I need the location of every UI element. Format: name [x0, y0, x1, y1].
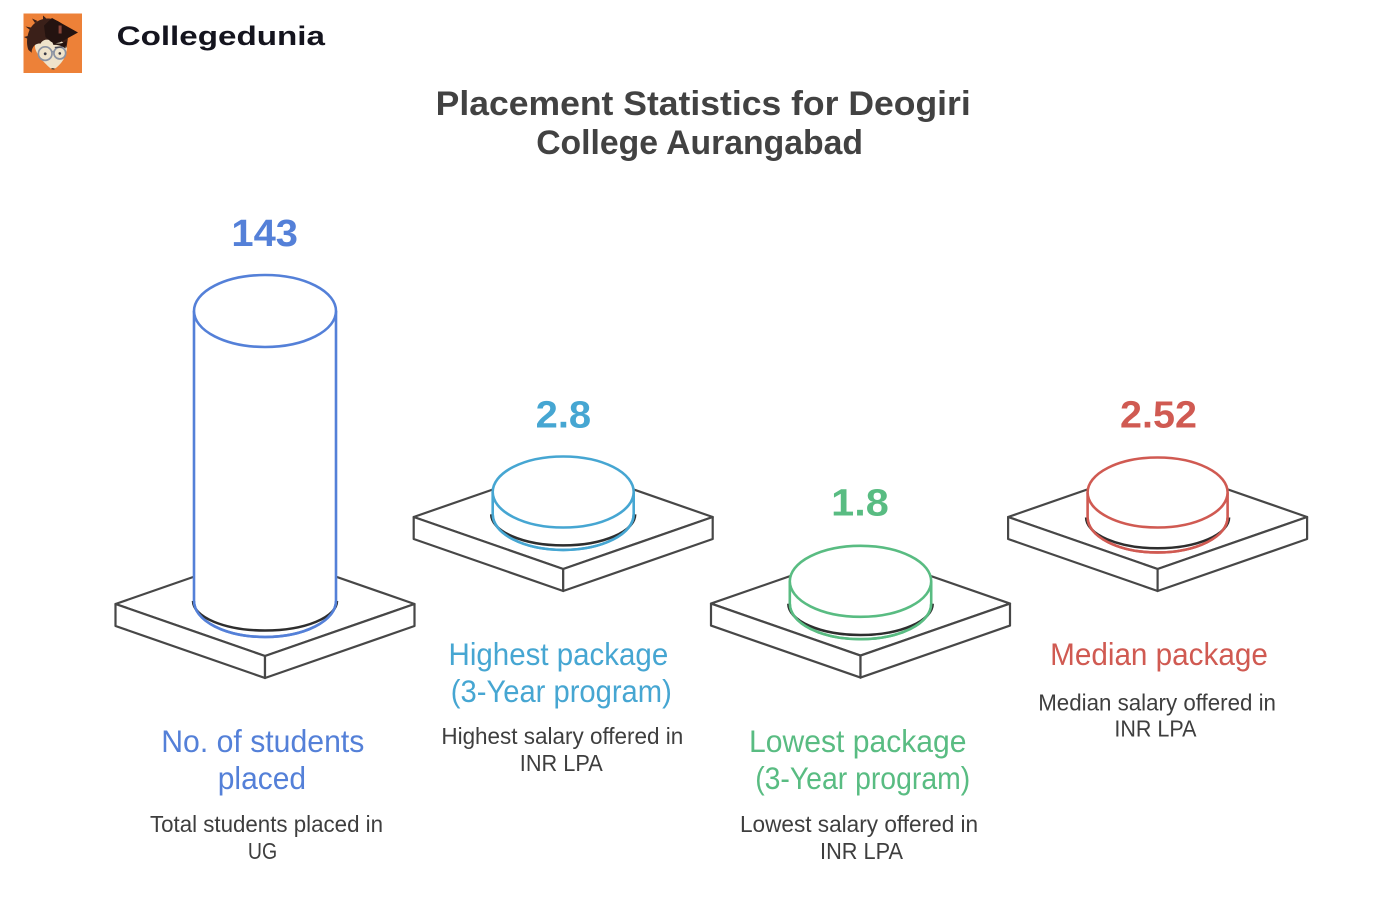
svg-text:Collegedunia: Collegedunia	[117, 21, 327, 51]
svg-text:Highest package: Highest package	[449, 636, 669, 672]
svg-text:Lowest package: Lowest package	[749, 723, 967, 759]
svg-text:INR LPA: INR LPA	[820, 838, 904, 864]
svg-text:1.8: 1.8	[831, 482, 889, 524]
svg-text:Median salary offered in: Median salary offered in	[1038, 690, 1276, 716]
svg-text:placed: placed	[218, 760, 306, 796]
svg-text:College Aurangabad: College Aurangabad	[536, 124, 863, 162]
svg-text:Median package: Median package	[1050, 636, 1268, 672]
svg-text:Placement Statistics for Deogi: Placement Statistics for Deogiri	[436, 85, 971, 123]
svg-text:143: 143	[231, 213, 298, 255]
svg-text:2.8: 2.8	[536, 394, 592, 436]
svg-text:INR LPA: INR LPA	[520, 750, 604, 776]
svg-text:No. of students: No. of students	[161, 723, 364, 759]
svg-text:Highest salary offered in: Highest salary offered in	[441, 723, 683, 749]
svg-text:(3-Year program): (3-Year program)	[451, 673, 672, 709]
svg-text:INR LPA: INR LPA	[1114, 716, 1197, 742]
svg-text:UG: UG	[248, 838, 277, 864]
svg-text:(3-Year program): (3-Year program)	[755, 760, 970, 796]
svg-text:Total students placed in: Total students placed in	[150, 811, 383, 837]
svg-text:2.52: 2.52	[1120, 394, 1197, 436]
svg-text:Lowest salary offered in: Lowest salary offered in	[740, 811, 978, 837]
